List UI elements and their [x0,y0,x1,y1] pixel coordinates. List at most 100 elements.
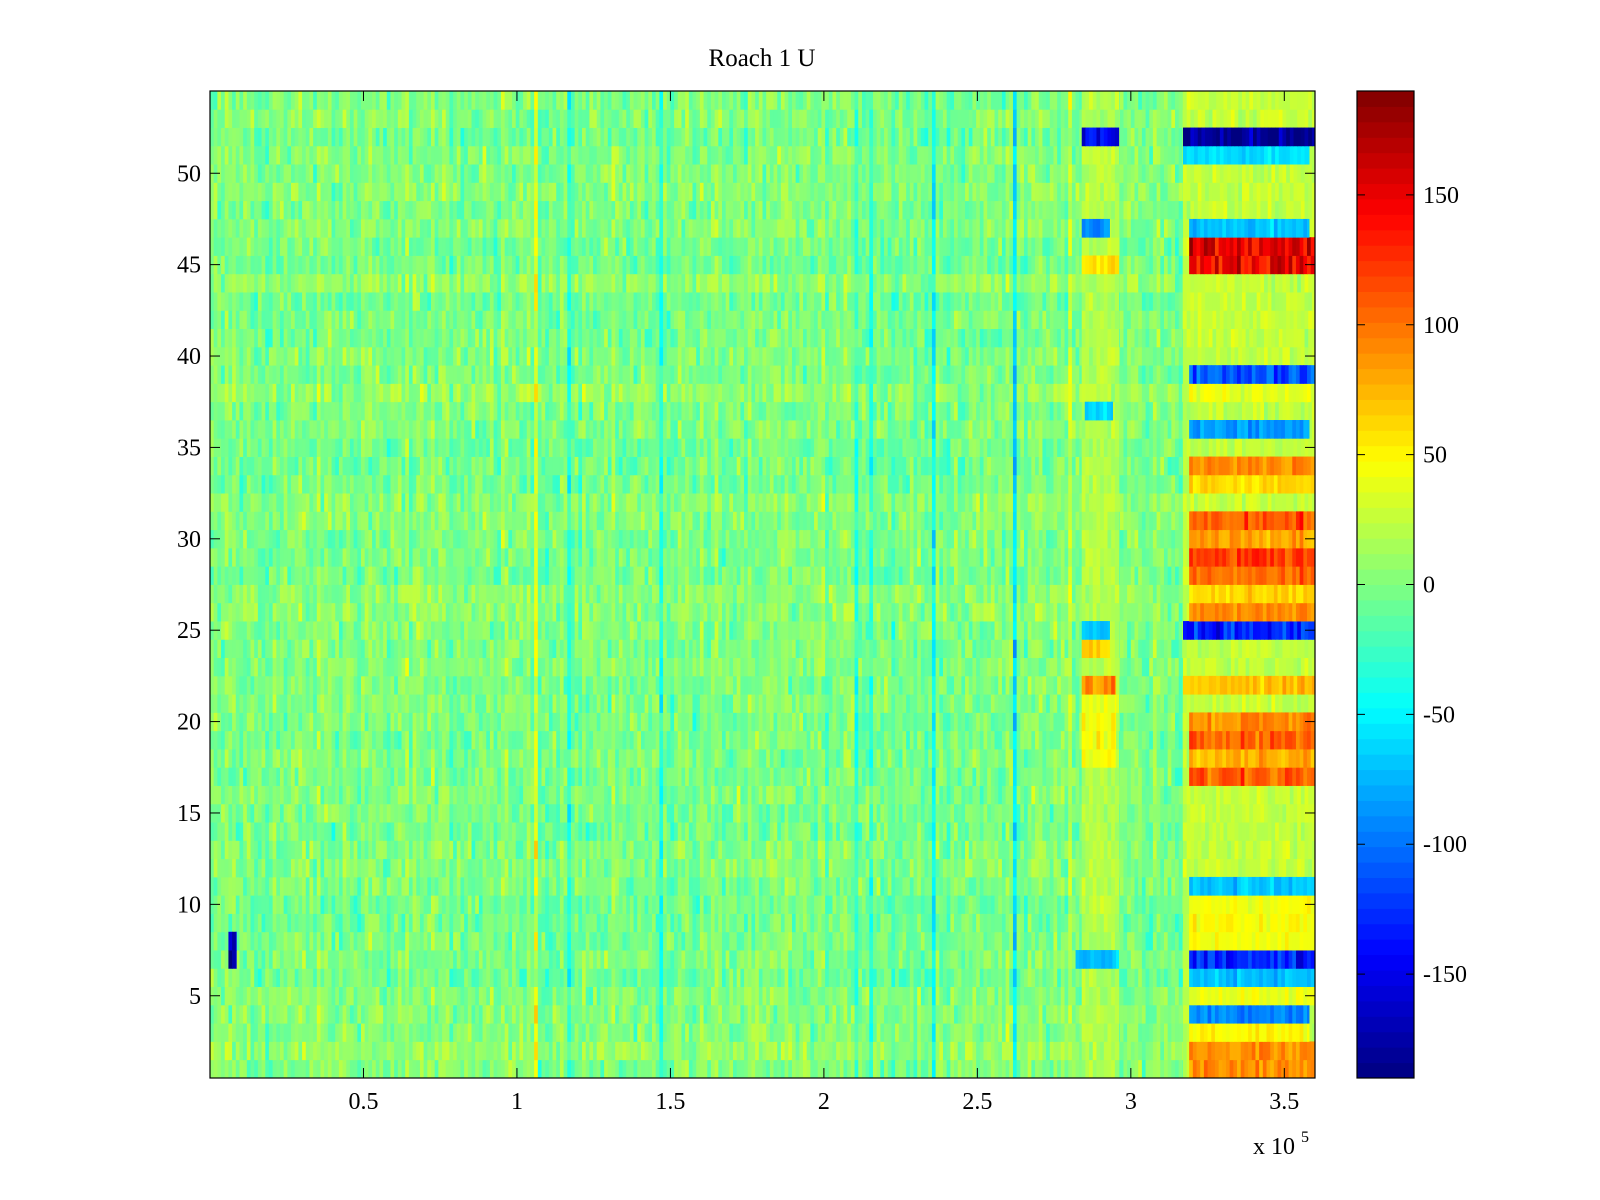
heatmap-cell [482,767,487,786]
heatmap-cell [327,1004,333,1024]
heatmap-cell [1068,1004,1073,1024]
heatmap-cell [331,931,336,951]
heatmap-cell [942,1004,948,1024]
heatmap-cell [766,858,771,878]
heatmap-cell [721,785,727,805]
heatmap-cell [346,767,351,786]
heatmap-cell [961,1004,966,1024]
heatmap-cell [766,913,771,933]
heatmap-cell [762,767,767,786]
heatmap-cell [622,1059,627,1078]
heatmap-cell [961,1023,966,1042]
heatmap-cell [563,895,568,914]
heatmap-cell [526,986,532,1006]
heatmap-cell [755,1041,760,1061]
heatmap-cell [287,840,292,860]
heatmap-cell [640,895,646,914]
heatmap-cell [762,1059,767,1078]
heatmap-cell [648,1041,653,1061]
heatmap-cell [777,986,782,1006]
heatmap-cell [861,1023,867,1042]
heatmap-cell [1068,840,1073,860]
heatmap-cell [500,767,506,786]
heatmap-cell [235,803,241,823]
heatmap-cell [906,1041,911,1061]
heatmap-cell [769,785,775,805]
heatmap-cell [585,858,590,878]
heatmap-cell [784,803,789,823]
heatmap-cell [582,1004,587,1024]
heatmap-cell [979,1004,985,1024]
heatmap-cell [965,968,970,988]
heatmap-cell [1031,1041,1036,1061]
heatmap-cell [1042,986,1047,1006]
heatmap-cell [821,1023,826,1042]
heatmap-cell [961,1041,966,1061]
heatmap-cell [1178,858,1183,878]
heatmap-cell [865,931,870,951]
heatmap-cell [364,785,369,805]
heatmap-cell [994,822,999,841]
heatmap-cell [968,1004,974,1024]
heatmap-cell [880,931,885,951]
heatmap-cell [604,840,609,860]
heatmap-cell [604,1023,609,1042]
heatmap-cell [471,950,476,969]
heatmap-cell [696,1041,701,1061]
heatmap-cell [1149,858,1154,878]
heatmap-cell [611,876,616,896]
heatmap-cell [725,986,730,1006]
heatmap-cell [825,1059,830,1078]
heatmap-cell [674,767,679,786]
heatmap-cell [629,895,635,914]
heatmap-cell [335,840,340,860]
heatmap-cell [718,950,723,969]
heatmap-cell [733,895,738,914]
heatmap-cell [847,950,852,969]
heatmap-cell [976,986,981,1006]
heatmap-cell [316,1041,322,1061]
heatmap-cell [416,913,421,933]
heatmap-cell [1119,1041,1125,1061]
heatmap-cell [1046,895,1051,914]
heatmap-cell [850,1004,856,1024]
heatmap-cell [394,785,399,805]
heatmap-cell [1049,1041,1055,1061]
heatmap-cell [408,822,414,841]
heatmap-cell [213,840,218,860]
heatmap-cell [279,895,285,914]
heatmap-cell [714,895,719,914]
heatmap-cell [710,913,716,933]
heatmap-cell [898,858,904,878]
heatmap-cell [570,1004,576,1024]
heatmap-cell [353,895,358,914]
heatmap-cell [353,876,358,896]
heatmap-cell [1171,968,1176,988]
heatmap-cell [954,986,959,1006]
heatmap-cell [574,785,579,805]
heatmap-cell [729,1059,734,1078]
heatmap-cell [556,968,561,988]
heatmap-cell [552,840,557,860]
heatmap-cell [836,1004,841,1024]
heatmap-cell [570,968,576,988]
heatmap-cell [364,913,369,933]
heatmap-cell [699,840,705,860]
heatmap-cell [990,968,996,988]
heatmap-cell [895,1041,900,1061]
heatmap-cell [950,840,955,860]
heatmap-cell [291,968,296,988]
heatmap-cell [928,1041,933,1061]
heatmap-cell [331,1059,336,1078]
heatmap-cell [438,876,443,896]
heatmap-cell [401,840,406,860]
heatmap-cell [994,858,999,878]
heatmap-cell [578,931,583,951]
heatmap-cell [1020,913,1025,933]
heatmap-cell [663,822,668,841]
heatmap-cell [338,822,344,841]
heatmap-cell [814,840,819,860]
heatmap-cell [368,840,373,860]
heatmap-cell [876,1041,881,1061]
heatmap-cell [611,840,616,860]
